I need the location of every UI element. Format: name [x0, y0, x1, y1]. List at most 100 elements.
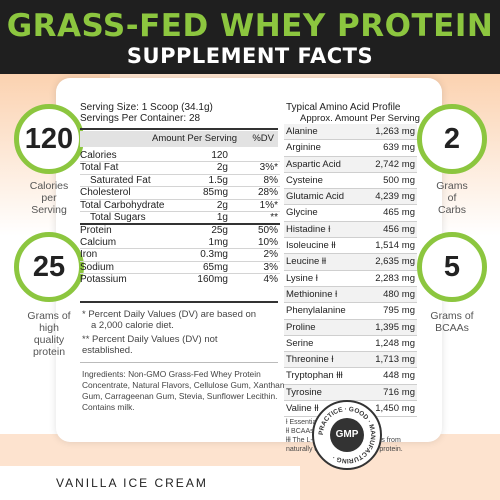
- divider: [80, 301, 278, 303]
- amino-name: Glutamic Acid: [286, 191, 345, 203]
- amino-value: 716: [383, 386, 399, 398]
- amino-unit: mg: [401, 223, 415, 235]
- facts-row-dv: 8%: [263, 174, 278, 186]
- amino-unit: mg: [401, 126, 415, 137]
- amino-note: ƚƚ BCAAs: [286, 428, 314, 435]
- amino-unit: mg: [401, 174, 415, 186]
- facts-row-name: Calories: [80, 150, 117, 161]
- facts-row-dv: **: [270, 211, 278, 223]
- facts-row-dv: 10%: [257, 236, 278, 248]
- amino-value: 2,635: [375, 256, 399, 268]
- facts-row-name: Iron: [80, 249, 98, 261]
- facts-row-name: Total Sugars: [90, 211, 146, 223]
- facts-row-amount: 1.5g: [208, 174, 228, 186]
- facts-row-dv: 3%: [263, 261, 278, 273]
- amino-unit: mg: [401, 288, 415, 300]
- facts-row-name: Cholesterol: [80, 187, 131, 199]
- amino-row: Histadine ƚ 456 mg: [284, 221, 417, 239]
- amino-row: Cysteine 500 mg: [284, 173, 417, 190]
- amino-unit: mg: [401, 305, 415, 317]
- protein-label-line: quality: [33, 334, 65, 346]
- amino-value: 480: [383, 288, 399, 300]
- amino-value: 465: [383, 207, 399, 219]
- facts-column-header: Amount Per Serving %DV: [80, 131, 278, 147]
- facts-row-name: Total Fat: [80, 162, 119, 174]
- amino-name: Histadine ƚ: [286, 223, 331, 235]
- facts-row: Cholesterol 85mg 28%: [80, 187, 280, 200]
- facts-row: Total Sugars 1g **: [80, 211, 280, 226]
- product-title: GRASS-FED WHEY PROTEIN: [6, 8, 494, 44]
- bcaas-label: Grams of BCAAs: [407, 310, 497, 334]
- facts-row-amount: 1g: [216, 211, 228, 223]
- carbs-label: Grams of Carbs: [407, 180, 497, 216]
- facts-row-dv: 28%: [257, 187, 278, 199]
- facts-row: Protein 25g 50%: [80, 225, 280, 236]
- amino-name: Serine: [286, 337, 314, 349]
- ingredients-line: Ingredients: Non-GMO Grass-Fed Whey Prot…: [82, 369, 261, 379]
- amino-value: 639: [383, 142, 399, 154]
- amino-name: Tryptophan ƚƚƚ: [286, 370, 343, 382]
- facts-row-name: Sodium: [80, 261, 114, 273]
- facts-row-amount: 0.3mg: [200, 249, 228, 261]
- amino-row: Alanine 1,263 mg: [284, 124, 417, 141]
- facts-row-amount: 2g: [216, 199, 228, 211]
- amino-value: 1,713: [375, 354, 399, 366]
- facts-row-amount: 85mg: [202, 187, 228, 199]
- calories-label-line: per: [41, 192, 57, 204]
- amino-row: Proline 1,395 mg: [284, 319, 417, 336]
- amino-unit: mg: [401, 158, 415, 170]
- facts-row-amount: 1mg: [208, 236, 228, 248]
- amino-name: Cysteine: [286, 174, 323, 186]
- footnote-2: ** Percent Daily Values (DV) not establi…: [82, 334, 218, 356]
- amino-name: Tyrosine: [286, 386, 322, 398]
- amino-name: Aspartic Acid: [286, 158, 341, 170]
- facts-row-name: Potassium: [80, 273, 127, 285]
- supplement-facts-heading: SUPPLEMENT FACTS: [126, 44, 374, 68]
- amino-value: 1,248: [375, 337, 399, 349]
- servings-per-container: Servings Per Container: 28: [80, 113, 201, 124]
- carbs-circle: 2: [417, 104, 487, 174]
- amino-value: 500: [383, 174, 399, 186]
- amino-value: 456: [383, 223, 399, 235]
- amino-unit: mg: [401, 403, 415, 415]
- amino-rows: Alanine 1,263 mg Arginine 639 mg Aspartic Acid…: [284, 124, 417, 418]
- protein-label: Grams of high quality protein: [4, 310, 94, 358]
- facts-row-name: Calcium: [80, 236, 117, 248]
- amino-value: 448: [383, 370, 399, 382]
- facts-row-name: Total Carbohydrate: [80, 199, 165, 211]
- facts-row: Sodium 65mg 3%: [80, 262, 280, 274]
- serving-size: Serving Size: 1 Scoop (34.1g): [80, 102, 213, 113]
- facts-row-amount: 65mg: [202, 261, 228, 273]
- facts-row-name: Protein: [80, 225, 112, 237]
- amino-name: Isoleucine ƚƚ: [286, 240, 336, 252]
- dv-header: %DV: [252, 133, 274, 144]
- facts-row: Total Carbohydrate 2g 1%*: [80, 200, 280, 212]
- amino-row: Threonine ƚ 1,713 mg: [284, 352, 417, 369]
- amino-title: Typical Amino Acid Profile: [286, 102, 401, 113]
- amino-unit: mg: [401, 272, 415, 284]
- facts-row-dv: 1%*: [259, 199, 278, 211]
- amino-value: 1,263: [375, 126, 399, 137]
- amino-row: Aspartic Acid 2,742 mg: [284, 156, 417, 173]
- amino-unit: mg: [401, 354, 415, 366]
- amino-unit: mg: [401, 207, 415, 219]
- protein-label-line: Grams of: [27, 310, 71, 322]
- amino-name: Phenylalanine: [286, 305, 346, 317]
- amino-name: Arginine: [286, 142, 321, 154]
- protein-circle: 25: [14, 232, 84, 302]
- protein-label-line: high: [39, 322, 59, 334]
- amino-value: 2,283: [375, 272, 399, 284]
- footnote-line: established.: [82, 345, 133, 356]
- amino-name: Methionine ƚ: [286, 288, 338, 300]
- amino-value: 4,239: [375, 191, 399, 203]
- ingredients-line: Concentrate, Natural Flavors, Cellulose …: [82, 380, 285, 390]
- amino-value: 2,742: [375, 158, 399, 170]
- calories-label: Calories per Serving: [4, 180, 94, 216]
- divider: [80, 362, 278, 363]
- facts-row-dv: 50%: [257, 225, 278, 237]
- facts-row: Calcium 1mg 10%: [80, 236, 280, 250]
- flavor-bar: [0, 466, 300, 500]
- facts-rows: Calories 120 Total Fat 2g 3%* Saturated Fat 1.…: [80, 150, 280, 285]
- amino-name: Leucine ƚƚ: [286, 256, 327, 268]
- calories-circle: 120: [14, 104, 84, 174]
